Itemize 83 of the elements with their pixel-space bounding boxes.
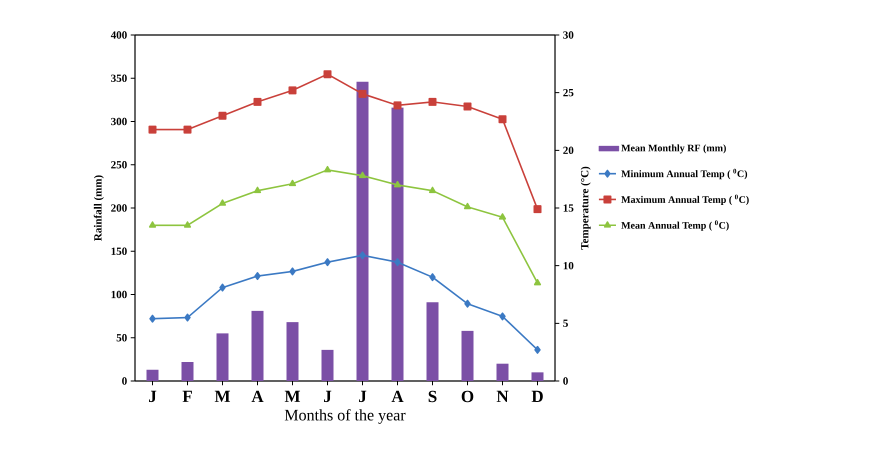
y2-tick-label: 15 — [564, 204, 574, 212]
bar — [146, 370, 159, 381]
point — [324, 70, 332, 78]
y-tick-label: 350 — [111, 74, 127, 82]
y2-tick-label: 20 — [563, 146, 574, 154]
point — [148, 221, 156, 228]
x-tick-label: M — [284, 390, 300, 402]
point — [219, 284, 226, 292]
bar — [322, 350, 334, 381]
bar — [496, 364, 509, 381]
point — [184, 221, 192, 228]
legend-label: Mean Annual Temp ( $^{0}$C) — [621, 220, 729, 231]
point — [324, 166, 332, 172]
point — [498, 213, 506, 220]
point — [149, 314, 156, 323]
point — [289, 267, 296, 276]
bar — [286, 322, 299, 381]
y-tick-label: 0 — [122, 377, 127, 385]
point — [464, 202, 472, 210]
x-tick-label: N — [496, 390, 508, 402]
point — [184, 126, 192, 134]
y2-tick-label: 10 — [564, 262, 574, 270]
bar — [392, 108, 404, 381]
y2-tick-label: 30 — [563, 31, 574, 39]
x-tick-label: F — [182, 390, 192, 402]
bar — [462, 330, 474, 381]
point — [534, 346, 541, 354]
point — [324, 258, 331, 266]
legend-label: Maximum Annual Temp ( $^{0}$C) — [621, 194, 749, 205]
y2-tick-label: 0 — [563, 377, 568, 385]
point — [359, 251, 366, 260]
y-tick-label: 400 — [110, 31, 127, 39]
bar — [426, 302, 439, 381]
point — [464, 102, 472, 111]
point — [288, 86, 297, 94]
point — [464, 300, 471, 308]
point — [499, 312, 506, 320]
bar — [216, 333, 229, 381]
legend-label: Minimum Annual Temp ( $^{0}$C) — [621, 168, 748, 180]
x-tick-label: O — [462, 390, 474, 402]
y-tick-label: 250 — [111, 161, 127, 168]
x-tick-label: A — [392, 390, 404, 402]
point — [218, 199, 226, 206]
point — [288, 180, 296, 186]
point — [358, 172, 366, 178]
x-tick-label: S — [428, 390, 437, 402]
x-tick-label: A — [252, 390, 264, 402]
x-axis-title: Months of the year — [284, 409, 406, 424]
x-tick-label: D — [532, 390, 543, 402]
x-tick-label: J — [149, 390, 156, 402]
point — [534, 278, 542, 286]
bar — [182, 362, 194, 381]
y-tick-label: 300 — [111, 118, 127, 126]
point — [254, 272, 261, 280]
point — [429, 273, 436, 282]
x-tick-label: J — [324, 390, 332, 402]
point — [184, 314, 191, 322]
y-tick-label: 200 — [111, 204, 127, 212]
point — [218, 112, 227, 120]
point — [148, 126, 157, 134]
y-tick-label: 100 — [112, 290, 127, 298]
x-tick-label: M — [214, 390, 230, 402]
point — [394, 258, 401, 266]
legend-label: Mean Monthly RF (mm) — [621, 144, 726, 154]
point — [394, 101, 402, 110]
point — [534, 205, 542, 214]
y-axis-title: Rainfall (mm) — [94, 175, 104, 241]
point — [394, 180, 402, 188]
y2-tick-label: 5 — [563, 320, 568, 327]
bar — [532, 372, 544, 381]
bar — [252, 310, 264, 381]
y-tick-label: 50 — [116, 334, 127, 342]
point — [428, 98, 437, 106]
y-tick-label: 150 — [112, 248, 127, 255]
y2-axis-title: Temperature (°C) — [580, 166, 591, 250]
point — [498, 115, 507, 124]
point — [428, 186, 436, 194]
point — [254, 186, 262, 194]
point — [358, 90, 367, 98]
point — [254, 98, 262, 106]
x-tick-label: J — [359, 390, 366, 402]
bar — [356, 82, 369, 381]
y2-tick-label: 25 — [563, 88, 574, 96]
